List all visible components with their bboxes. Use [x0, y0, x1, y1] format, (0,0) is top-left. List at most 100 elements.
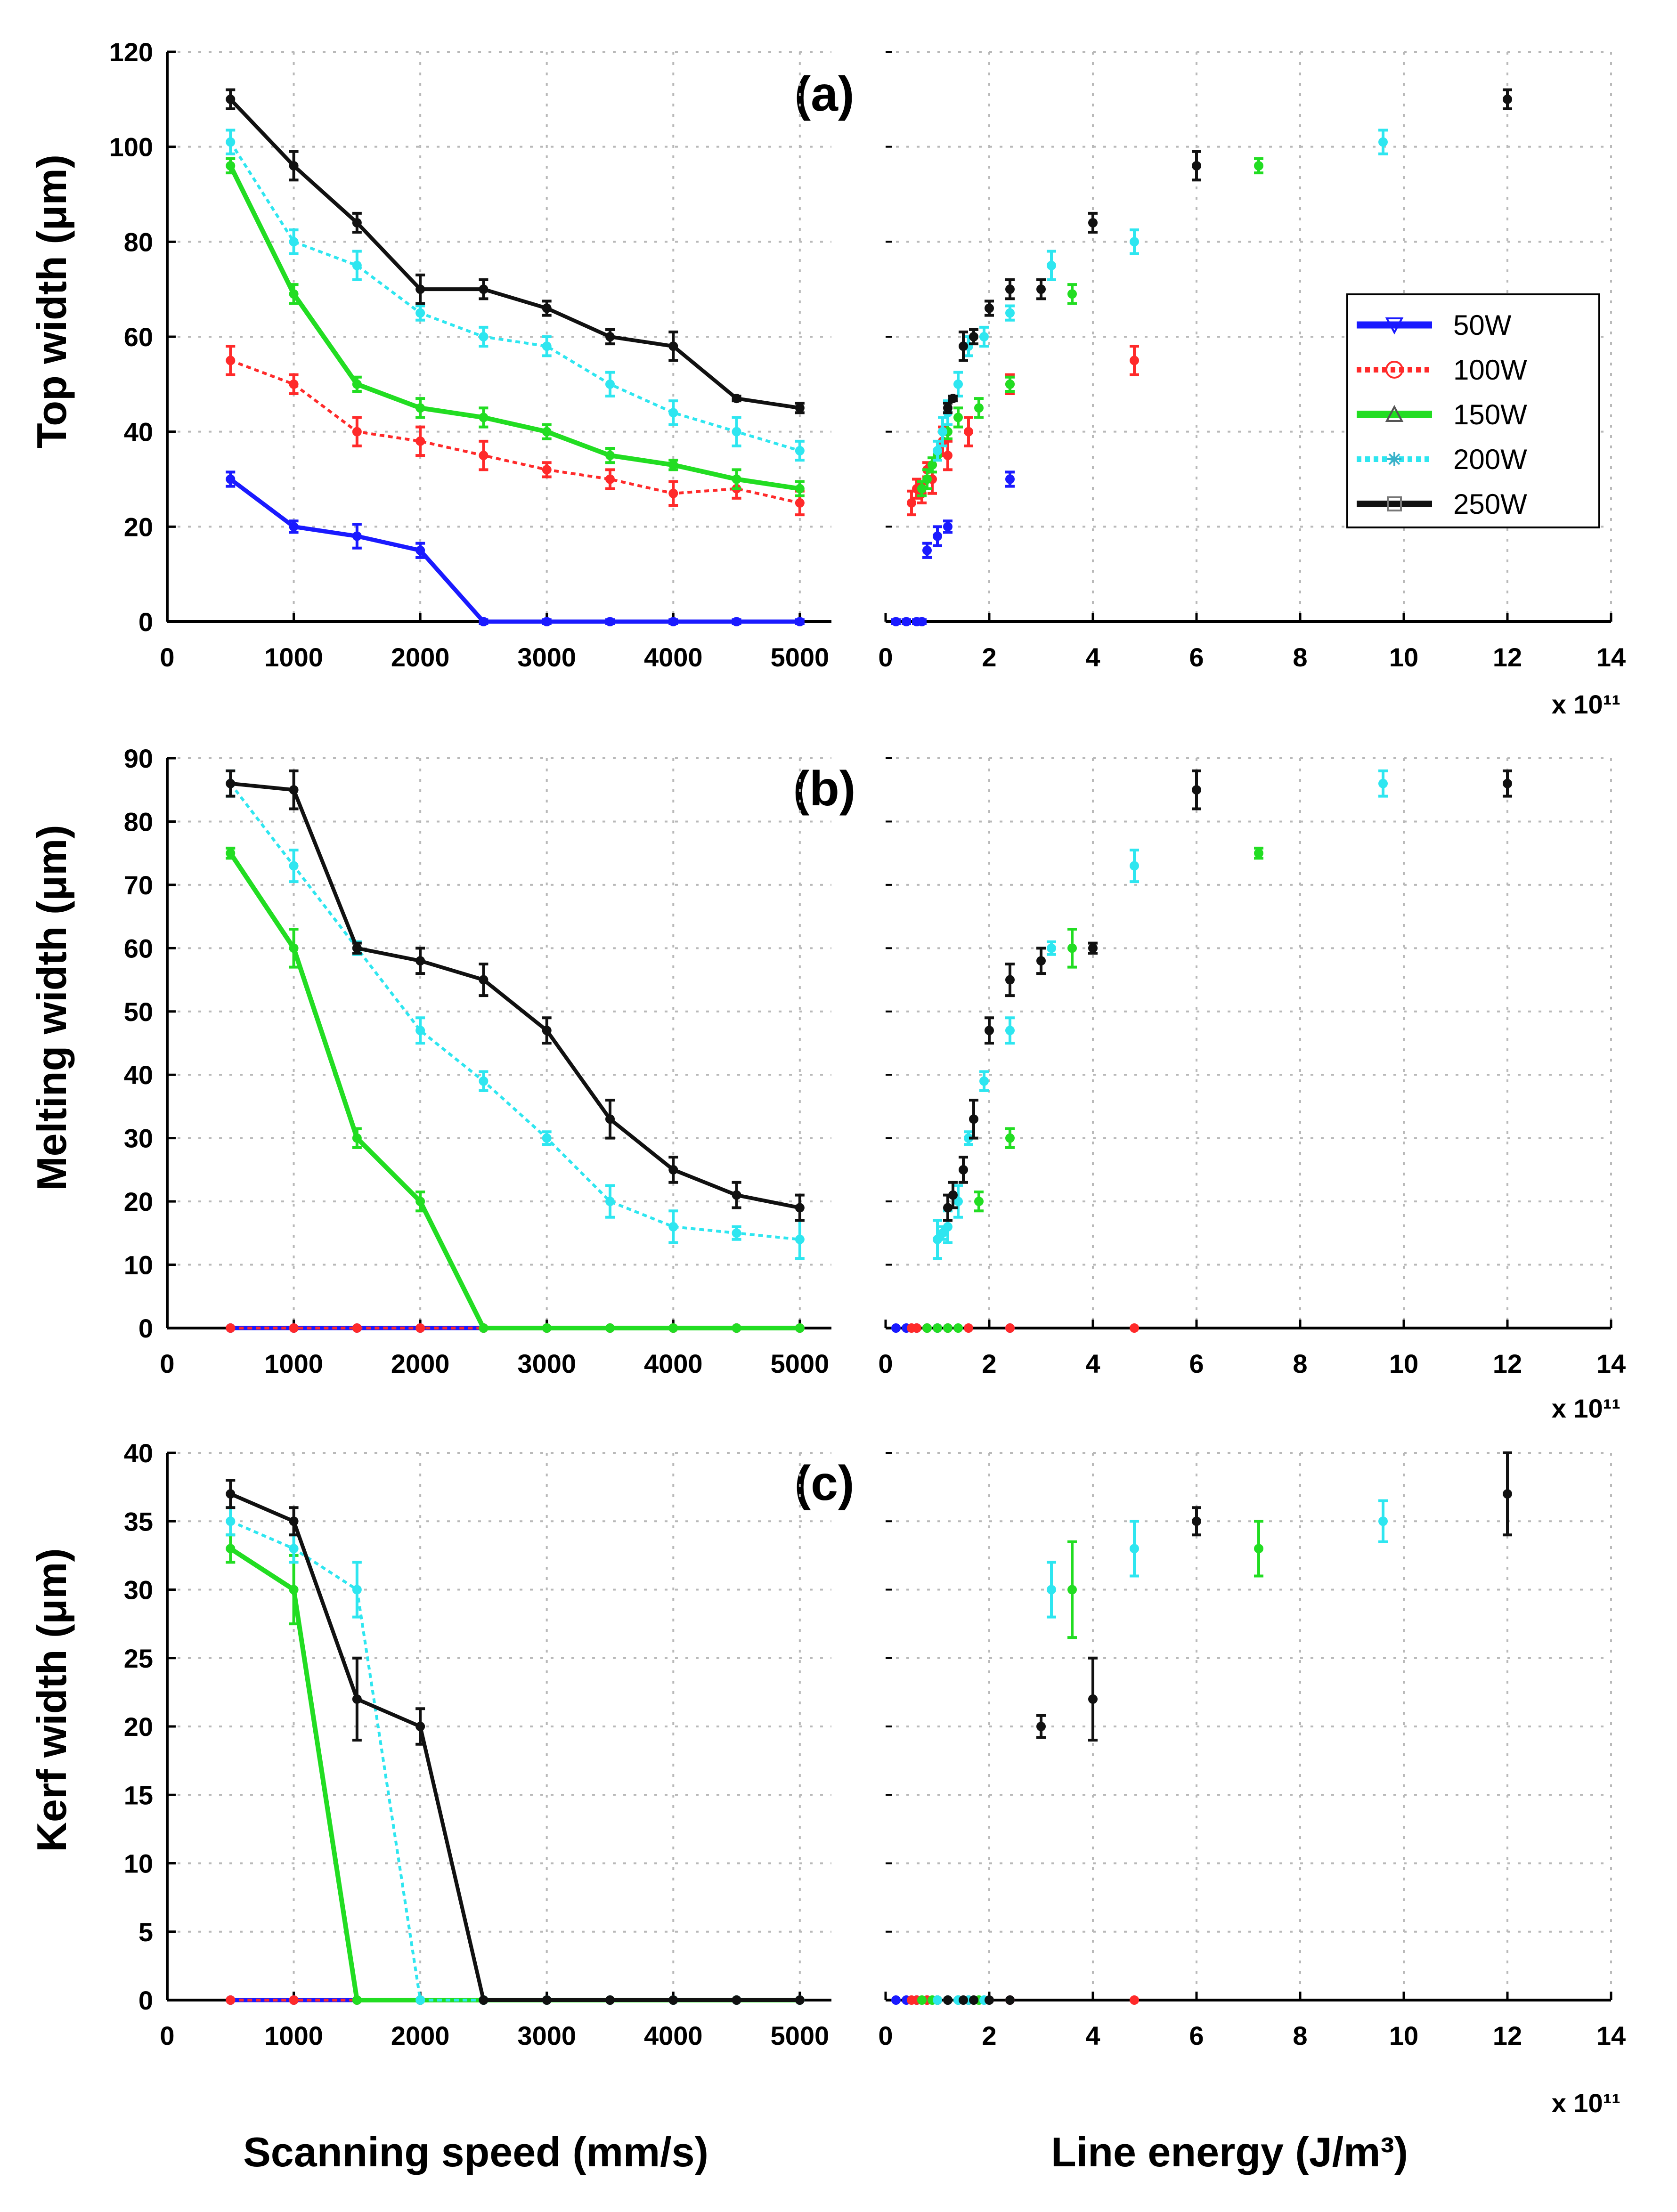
point-200w-5: [543, 1134, 551, 1142]
scatter-250w: [943, 771, 1512, 1221]
x-tick-label: 1000: [264, 642, 323, 672]
point-200w-7: [1047, 944, 1056, 952]
point-150w-6: [1068, 944, 1076, 952]
point-100w-6: [606, 475, 614, 484]
line-150w: [230, 166, 800, 489]
point-250w-3: [969, 332, 978, 341]
point-200w-9: [796, 446, 804, 455]
x-tick-label: 10: [1389, 1349, 1418, 1378]
point-250w-3: [969, 1115, 978, 1123]
point-250w-5: [543, 1996, 551, 2004]
point-50w-3: [918, 617, 926, 626]
point-250w-4: [479, 285, 488, 293]
figure-canvas: Top width (μm) (a) 0204060801001200 1000 2…: [0, 0, 1677, 2212]
point-150w-0: [918, 1996, 926, 2004]
series-250w: [226, 1480, 804, 2004]
x-tick-label: 8: [1293, 1349, 1307, 1378]
point-100w-5: [543, 465, 551, 474]
point-150w-0: [226, 849, 235, 858]
point-250w-6: [1037, 285, 1045, 293]
point-250w-1: [949, 394, 957, 403]
x-tick-label: 6: [1189, 1349, 1204, 1378]
point-200w-1: [290, 1544, 298, 1553]
point-200w-3: [416, 1996, 424, 2004]
point-250w-0: [944, 404, 952, 412]
x-tick-label: 0: [160, 642, 174, 672]
y-tick-label: 10: [124, 1849, 153, 1879]
series-150w: [226, 848, 804, 1332]
point-100w-3: [416, 437, 424, 446]
point-200w-5: [980, 332, 988, 341]
point-150w-6: [975, 404, 983, 412]
point-100w-1: [290, 380, 298, 389]
energy-multiplier-c: x 10¹¹: [1552, 2088, 1620, 2118]
y-tick-label: 0: [138, 607, 153, 637]
point-250w-6: [606, 1996, 614, 2004]
point-150w-5: [954, 413, 962, 421]
point-50w-9: [796, 617, 804, 626]
panel-b: Melting width (μm) (b) 01020304050607080…: [28, 744, 1626, 1423]
series-250w: [226, 771, 805, 1221]
scatter-200w: [933, 130, 1388, 460]
y-tick-label: 40: [124, 1060, 153, 1090]
legend-label-150w: 150W: [1453, 399, 1527, 430]
point-150w-0: [923, 1324, 931, 1332]
point-250w-4: [479, 1996, 488, 2004]
x-tick-label: 10: [1389, 642, 1418, 672]
point-200w-7: [669, 1223, 677, 1231]
point-100w-4: [479, 451, 488, 460]
point-250w-6: [606, 1115, 614, 1123]
x-tick-label: 4: [1085, 1349, 1100, 1378]
x-tick-label: 14: [1596, 1349, 1626, 1378]
point-250w-7: [669, 1996, 677, 2004]
point-50w-7: [669, 617, 677, 626]
point-50w-5: [933, 532, 942, 541]
point-250w-4: [479, 976, 488, 984]
panel-b-right-plot: 0 2 4 6 8 10 12 14: [878, 758, 1626, 1378]
point-200w-4: [479, 332, 488, 341]
point-100w-7: [964, 428, 973, 436]
point-150w-4: [479, 1324, 488, 1332]
point-100w-6: [1130, 1324, 1139, 1332]
x-tick-label: 10: [1389, 2021, 1418, 2050]
point-250w-1: [959, 1996, 968, 2004]
point-250w-1: [290, 786, 298, 794]
point-150w-6: [1068, 1586, 1076, 1594]
point-100w-6: [944, 451, 952, 460]
y-tick-label: 35: [124, 1507, 153, 1536]
point-200w-6: [1006, 1026, 1014, 1035]
point-150w-0: [226, 162, 235, 170]
ylabel-melting-width: Melting width (μm): [28, 825, 75, 1191]
point-250w-0: [226, 1490, 235, 1498]
point-250w-8: [733, 1996, 741, 2004]
y-tick-label: 20: [124, 1187, 153, 1216]
point-100w-1: [290, 1324, 298, 1332]
y-tick-label: 0: [138, 1985, 153, 2015]
x-tick-label: 4000: [644, 642, 703, 672]
point-200w-8: [733, 428, 741, 436]
point-150w-7: [1254, 1544, 1263, 1553]
point-200w-8: [1130, 862, 1139, 870]
x-tick-label: 14: [1596, 2021, 1626, 2050]
point-250w-9: [1503, 95, 1512, 104]
point-200w-2: [353, 261, 361, 270]
point-250w-5: [1006, 976, 1014, 984]
point-50w-6: [944, 522, 952, 531]
point-250w-6: [1089, 1695, 1097, 1703]
x-tick-label: 2000: [391, 642, 450, 672]
point-200w-3: [416, 1026, 424, 1035]
x-tick-label: 14: [1596, 642, 1626, 672]
x-tick-label: 4: [1085, 2021, 1100, 2050]
y-tick-label: 15: [124, 1780, 153, 1810]
point-100w-0: [226, 1996, 235, 2004]
point-200w-9: [796, 1235, 804, 1244]
point-250w-8: [733, 394, 741, 403]
point-50w-0: [892, 1324, 900, 1332]
series-100w: [226, 346, 805, 515]
point-250w-5: [1037, 1722, 1045, 1731]
point-200w-1: [290, 237, 298, 246]
point-150w-1: [923, 475, 931, 484]
y-tick-label: 25: [124, 1644, 153, 1673]
point-150w-6: [606, 451, 614, 460]
scatter-50w: [891, 472, 1015, 626]
